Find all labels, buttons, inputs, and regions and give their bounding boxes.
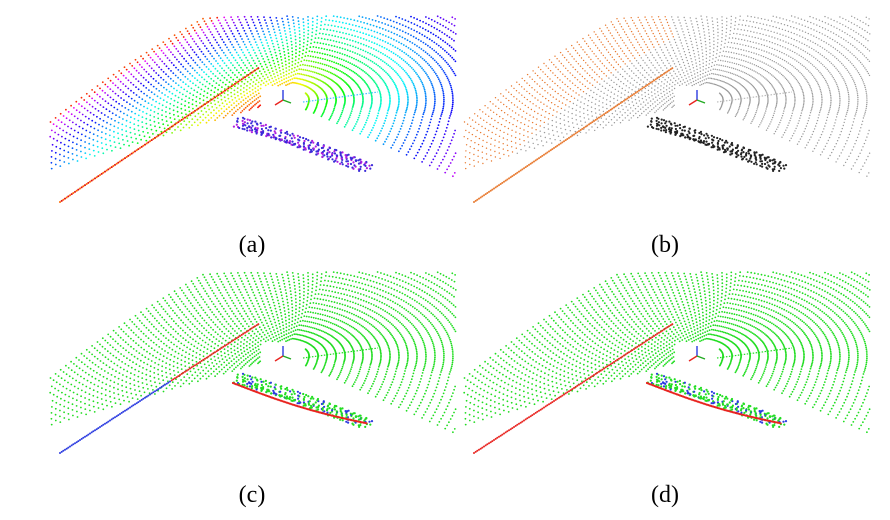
point-cloud-b: [463, 15, 871, 203]
sensor-axes-icon: [269, 90, 379, 109]
panel-a: [48, 12, 458, 217]
sensor-axes-icon: [683, 346, 793, 365]
scan-points: [49, 15, 457, 178]
point-cloud-c: [49, 271, 457, 454]
sensor-axes-icon: [269, 346, 379, 365]
scan-points: [463, 271, 871, 434]
edge-points: [473, 67, 674, 203]
caption-d: (d): [651, 482, 679, 508]
point-cloud-d: [463, 271, 871, 454]
edge-points: [473, 323, 782, 454]
caption-a: (a): [238, 232, 266, 258]
obstacle-points: [646, 116, 788, 172]
panel-d: [462, 268, 872, 468]
scan-points: [49, 271, 457, 434]
sensor-axes-icon: [683, 90, 793, 109]
point-cloud-a: [49, 15, 457, 203]
edge-points: [59, 67, 260, 203]
obstacle-points: [232, 372, 374, 428]
edge-points: [59, 323, 368, 454]
panel-b: [462, 12, 872, 217]
panel-c: [48, 268, 458, 468]
caption-c: (c): [238, 482, 266, 508]
obstacle-points: [232, 116, 374, 172]
caption-b: (b): [651, 232, 679, 258]
scan-points: [463, 15, 871, 177]
